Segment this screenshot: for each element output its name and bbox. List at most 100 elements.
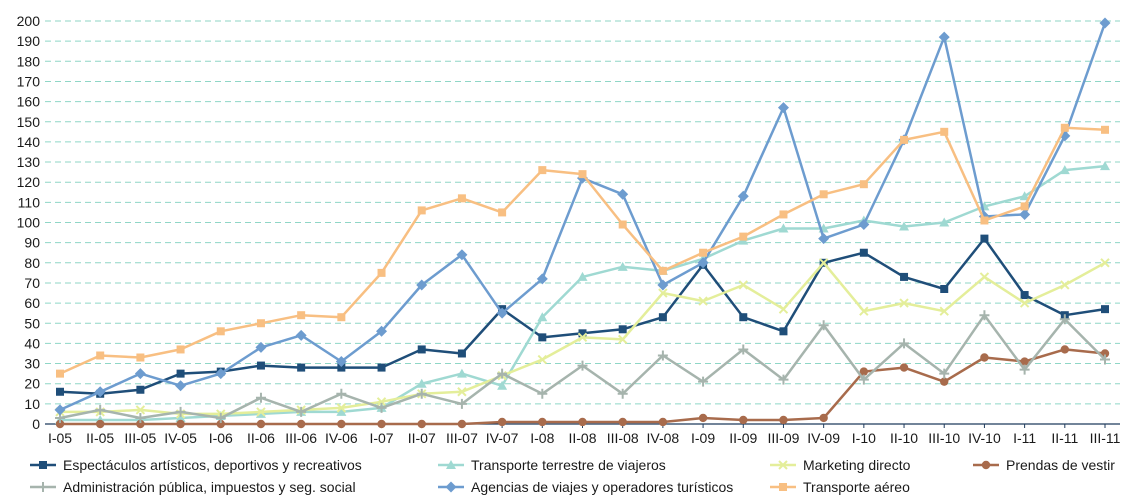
data-point — [618, 220, 627, 229]
data-point — [738, 344, 749, 355]
legend-label: Prendas de vestir — [1006, 457, 1115, 473]
data-point — [497, 380, 508, 390]
series-2 — [55, 161, 1110, 424]
data-point — [497, 368, 508, 379]
y-tick-label: 40 — [24, 335, 40, 351]
data-point — [256, 419, 266, 429]
data-point — [658, 288, 668, 298]
series-4 — [55, 345, 1110, 429]
data-point — [858, 374, 869, 385]
data-point — [457, 387, 467, 397]
data-point — [900, 272, 909, 281]
data-point — [980, 216, 989, 225]
data-point — [1020, 291, 1029, 300]
series-7 — [56, 123, 1109, 378]
data-point — [175, 406, 186, 417]
y-tick-label: 140 — [17, 134, 41, 150]
y-tick-label: 100 — [17, 215, 41, 231]
data-point — [497, 417, 507, 427]
legend-item: Transporte terrestre de viajeros — [438, 457, 666, 473]
y-tick-label: 170 — [17, 73, 41, 89]
data-point — [1020, 357, 1029, 366]
data-point — [657, 279, 669, 291]
data-point — [1099, 17, 1111, 29]
x-tick-label: II-06 — [247, 430, 275, 446]
x-tick-label: III-11 — [1090, 430, 1121, 446]
y-tick-label: 20 — [24, 376, 40, 392]
data-point — [537, 354, 548, 365]
x-tick-label: II-11 — [1051, 430, 1078, 446]
data-point — [859, 248, 868, 257]
data-point — [55, 419, 65, 429]
y-tick-label: 180 — [17, 53, 41, 69]
gridlines — [45, 20, 1120, 405]
x-tick-label: IV-10 — [968, 430, 1001, 446]
legend-label: Agencias de viajes y operadores turístic… — [471, 479, 733, 495]
data-point — [536, 273, 548, 285]
data-point — [498, 208, 507, 217]
x-tick-label: III-05 — [124, 430, 156, 446]
x-tick-label: I-07 — [369, 430, 393, 446]
data-point — [859, 180, 868, 189]
y-tick-label: 30 — [24, 356, 40, 372]
data-point — [1019, 208, 1031, 220]
series-5 — [55, 310, 1110, 423]
y-tick-label: 150 — [17, 114, 41, 130]
data-point — [538, 333, 547, 342]
data-point — [899, 298, 909, 308]
data-point — [939, 217, 950, 227]
legend-label: Espectáculos artísticos, deportivos y re… — [63, 457, 362, 473]
data-point — [778, 304, 789, 314]
data-point — [175, 380, 187, 392]
data-point — [296, 406, 307, 417]
data-point — [778, 460, 788, 470]
legend-label: Transporte aéreo — [803, 479, 910, 495]
data-point — [858, 219, 870, 231]
data-point — [95, 404, 106, 415]
y-tick-label: 200 — [17, 13, 41, 29]
data-point — [537, 312, 548, 322]
data-point — [1019, 191, 1030, 201]
data-point — [337, 363, 346, 372]
x-tick-label: III-06 — [285, 430, 317, 446]
data-point — [135, 412, 146, 423]
y-tick-label: 190 — [17, 33, 41, 49]
data-point — [577, 332, 588, 343]
x-tick-label: III-09 — [768, 430, 800, 446]
data-point — [938, 31, 950, 43]
data-point — [1060, 345, 1070, 354]
data-point — [618, 325, 627, 334]
data-point — [377, 363, 386, 372]
data-point — [376, 325, 388, 337]
x-tick-label: IV-09 — [807, 430, 840, 446]
data-point — [1060, 123, 1069, 132]
data-point — [38, 482, 48, 492]
data-point — [578, 170, 587, 179]
data-point — [377, 268, 386, 277]
data-point — [699, 248, 708, 257]
x-tick-label: II-07 — [408, 430, 436, 446]
data-point — [657, 350, 668, 361]
data-point — [739, 415, 748, 425]
data-point — [416, 378, 427, 388]
legend-label: Administración pública, impuestos y seg.… — [63, 479, 356, 495]
data-point — [416, 388, 427, 399]
data-point — [54, 404, 66, 416]
data-point — [658, 266, 667, 275]
data-point — [376, 402, 387, 413]
data-point — [737, 190, 749, 202]
data-point — [1060, 280, 1070, 290]
y-tick-label: 10 — [24, 396, 40, 412]
data-point — [818, 320, 829, 331]
data-point — [377, 419, 386, 429]
data-point — [979, 310, 990, 321]
y-tick-label: 160 — [17, 94, 41, 110]
data-point — [136, 419, 145, 429]
data-point — [739, 313, 748, 322]
data-point — [1101, 305, 1109, 314]
data-point — [899, 221, 910, 231]
data-point — [216, 419, 225, 429]
data-point — [417, 345, 426, 354]
data-point — [95, 419, 105, 429]
data-point — [297, 363, 306, 372]
